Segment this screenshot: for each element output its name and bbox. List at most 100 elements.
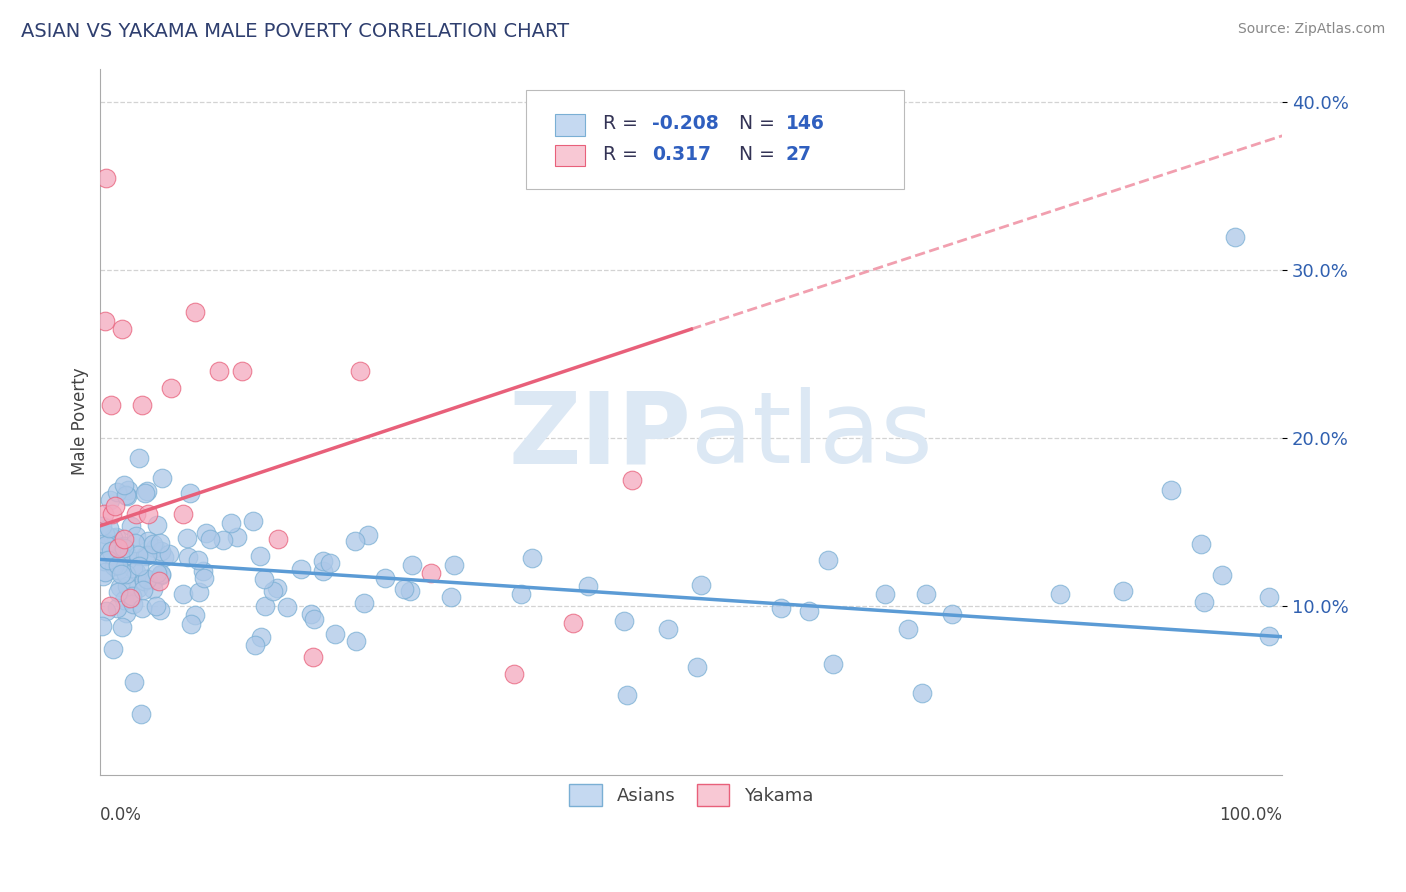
Point bbox=[249, 549, 271, 563]
Point bbox=[107, 549, 129, 564]
Text: R =: R = bbox=[603, 114, 644, 133]
Point bbox=[276, 600, 298, 615]
Point bbox=[94, 526, 117, 541]
Point bbox=[107, 585, 129, 599]
Text: R =: R = bbox=[603, 145, 650, 164]
Point bbox=[243, 638, 266, 652]
Point bbox=[96, 170, 118, 185]
Point bbox=[114, 566, 136, 581]
Point bbox=[817, 553, 839, 567]
Point bbox=[172, 507, 194, 521]
Point bbox=[115, 548, 138, 562]
Point bbox=[150, 567, 173, 582]
Point bbox=[311, 554, 333, 568]
Point bbox=[101, 641, 124, 656]
Point bbox=[576, 579, 599, 593]
Point bbox=[149, 544, 172, 558]
Point bbox=[135, 483, 157, 498]
Point bbox=[191, 564, 214, 578]
Point bbox=[266, 581, 288, 595]
Text: N =: N = bbox=[738, 114, 780, 133]
Point bbox=[1257, 629, 1279, 643]
Point bbox=[115, 488, 138, 502]
Point bbox=[103, 559, 125, 574]
Point bbox=[160, 381, 183, 395]
Point bbox=[1257, 590, 1279, 604]
Point bbox=[107, 541, 129, 555]
Point bbox=[145, 517, 167, 532]
Point bbox=[799, 605, 821, 619]
Point bbox=[657, 622, 679, 636]
Point bbox=[353, 596, 375, 610]
Point bbox=[941, 607, 963, 621]
Text: ZIP: ZIP bbox=[509, 387, 692, 484]
Point bbox=[127, 582, 149, 596]
Point bbox=[112, 592, 135, 607]
Point bbox=[129, 707, 152, 722]
Point bbox=[198, 532, 221, 546]
Point bbox=[290, 562, 312, 576]
Y-axis label: Male Poverty: Male Poverty bbox=[72, 368, 89, 475]
Point bbox=[770, 600, 793, 615]
Point bbox=[149, 603, 172, 617]
Point bbox=[157, 548, 180, 562]
Point bbox=[394, 582, 416, 596]
Point bbox=[145, 599, 167, 614]
Point bbox=[149, 536, 172, 550]
Point bbox=[914, 586, 936, 600]
Point bbox=[357, 527, 380, 541]
Point bbox=[96, 604, 118, 618]
Text: N =: N = bbox=[738, 145, 786, 164]
Point bbox=[823, 657, 845, 672]
Point bbox=[142, 537, 165, 551]
Point bbox=[621, 474, 644, 488]
Point bbox=[312, 564, 335, 578]
Point bbox=[91, 619, 114, 633]
Point bbox=[613, 614, 636, 628]
Text: 0.0%: 0.0% bbox=[100, 806, 142, 824]
Point bbox=[689, 578, 711, 592]
Point bbox=[112, 539, 135, 553]
Point bbox=[875, 587, 897, 601]
Point bbox=[184, 607, 207, 622]
Point bbox=[105, 601, 128, 615]
Point bbox=[1160, 483, 1182, 498]
Point bbox=[250, 630, 273, 644]
Text: 0.317: 0.317 bbox=[652, 145, 711, 164]
Point bbox=[131, 398, 153, 412]
Point bbox=[96, 538, 118, 552]
Legend: Asians, Yakama: Asians, Yakama bbox=[561, 775, 823, 815]
Text: atlas: atlas bbox=[692, 387, 934, 484]
Point bbox=[911, 686, 934, 700]
Point bbox=[132, 574, 155, 588]
Point bbox=[134, 549, 156, 563]
Point bbox=[231, 364, 253, 378]
Point bbox=[253, 599, 276, 613]
Point bbox=[323, 627, 346, 641]
Point bbox=[148, 574, 170, 589]
Point bbox=[128, 451, 150, 466]
Point bbox=[443, 558, 465, 573]
Point bbox=[440, 591, 463, 605]
Point bbox=[1192, 595, 1215, 609]
Point bbox=[503, 666, 526, 681]
Point bbox=[103, 499, 125, 513]
Point bbox=[299, 607, 322, 621]
Text: Source: ZipAtlas.com: Source: ZipAtlas.com bbox=[1237, 22, 1385, 37]
Point bbox=[117, 483, 139, 497]
Point bbox=[219, 516, 242, 530]
Point bbox=[122, 675, 145, 690]
Point bbox=[121, 561, 143, 575]
Point bbox=[1189, 537, 1212, 551]
Point bbox=[180, 616, 202, 631]
Point bbox=[115, 553, 138, 567]
Point bbox=[135, 572, 157, 586]
Point bbox=[98, 599, 121, 614]
FancyBboxPatch shape bbox=[555, 114, 585, 136]
Point bbox=[152, 550, 174, 565]
Point bbox=[110, 620, 132, 634]
Point bbox=[125, 565, 148, 579]
Point bbox=[101, 531, 124, 545]
Point bbox=[91, 569, 114, 583]
Point bbox=[184, 305, 207, 319]
